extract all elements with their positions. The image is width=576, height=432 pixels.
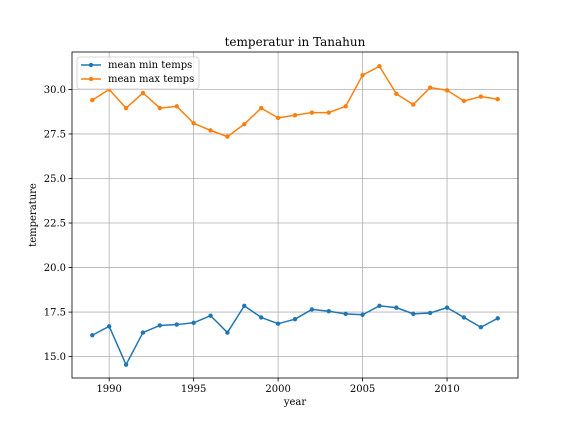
data-point-0 [309, 307, 315, 312]
data-point-0 [157, 323, 163, 328]
data-point-1 [191, 121, 196, 126]
chart-title: temperatur in Tanahun [225, 35, 366, 49]
data-point-1 [140, 90, 146, 96]
x-tick-label: 2000 [265, 384, 290, 395]
data-point-1 [123, 105, 129, 111]
data-point-0 [495, 316, 500, 321]
data-point-0 [444, 305, 450, 310]
data-point-0 [174, 322, 179, 327]
legend-marker-min [88, 62, 94, 68]
y-tick-label: 17.5 [44, 308, 66, 319]
data-point-0 [191, 320, 196, 325]
data-point-1 [275, 115, 281, 121]
data-point-0 [90, 333, 95, 338]
data-point-0 [259, 315, 264, 320]
legend-box [76, 56, 200, 90]
y-tick-label: 22.5 [44, 219, 66, 230]
y-axis-label: temperature [28, 183, 39, 247]
x-tick-label: 2005 [350, 384, 375, 395]
data-point-0 [360, 312, 365, 317]
x-axis-label: year [283, 397, 307, 408]
data-point-1 [90, 97, 95, 103]
legend-marker-max [88, 76, 94, 82]
series-group [90, 64, 500, 367]
data-point-1 [208, 128, 213, 133]
x-axis-ticks: 1990 1995 2000 2005 2010 [96, 378, 460, 395]
data-point-0 [461, 315, 467, 320]
data-point-1 [174, 104, 179, 109]
x-tick-label: 1990 [96, 384, 121, 395]
data-point-1 [309, 110, 315, 115]
data-point-1 [343, 104, 348, 109]
y-tick-label: 25.0 [44, 174, 66, 185]
legend-label-min: mean min temps [108, 60, 192, 71]
data-point-0 [326, 308, 331, 314]
data-point-0 [106, 324, 112, 329]
data-point-0 [478, 325, 484, 330]
data-point-1 [377, 64, 382, 69]
data-point-1 [427, 85, 433, 90]
legend-label-max: mean max temps [108, 74, 194, 85]
data-point-1 [242, 121, 247, 127]
data-point-1 [461, 98, 467, 104]
data-point-0 [123, 362, 129, 367]
data-point-1 [225, 134, 230, 139]
data-point-0 [242, 303, 247, 309]
data-point-0 [140, 330, 146, 335]
grid-lines [72, 52, 518, 378]
data-point-1 [444, 88, 450, 93]
data-point-0 [394, 305, 399, 310]
data-point-1 [495, 97, 500, 102]
data-point-1 [394, 91, 399, 97]
data-point-0 [208, 313, 213, 318]
data-point-1 [411, 102, 416, 107]
y-tick-label: 27.5 [44, 129, 66, 140]
data-point-0 [343, 311, 348, 317]
data-point-1 [259, 105, 264, 111]
data-point-1 [360, 72, 365, 78]
data-point-0 [225, 330, 230, 335]
y-axis-ticks: 15.0 17.5 20.0 22.5 25.0 27.5 30.0 [44, 85, 72, 363]
x-tick-label: 1995 [181, 384, 206, 395]
y-tick-label: 15.0 [44, 352, 66, 363]
data-point-1 [326, 110, 331, 115]
data-point-1 [157, 105, 163, 111]
data-point-1 [292, 113, 298, 118]
data-point-0 [275, 321, 281, 326]
data-point-0 [377, 303, 382, 309]
plot-frame [71, 51, 519, 379]
data-point-1 [478, 94, 484, 99]
data-point-0 [292, 317, 298, 322]
data-point-0 [411, 311, 416, 317]
data-point-0 [427, 310, 433, 316]
x-tick-label: 2010 [434, 384, 459, 395]
legend: mean min temps mean max temps [76, 56, 200, 90]
y-tick-label: 20.0 [44, 263, 66, 274]
y-tick-label: 30.0 [44, 85, 66, 96]
